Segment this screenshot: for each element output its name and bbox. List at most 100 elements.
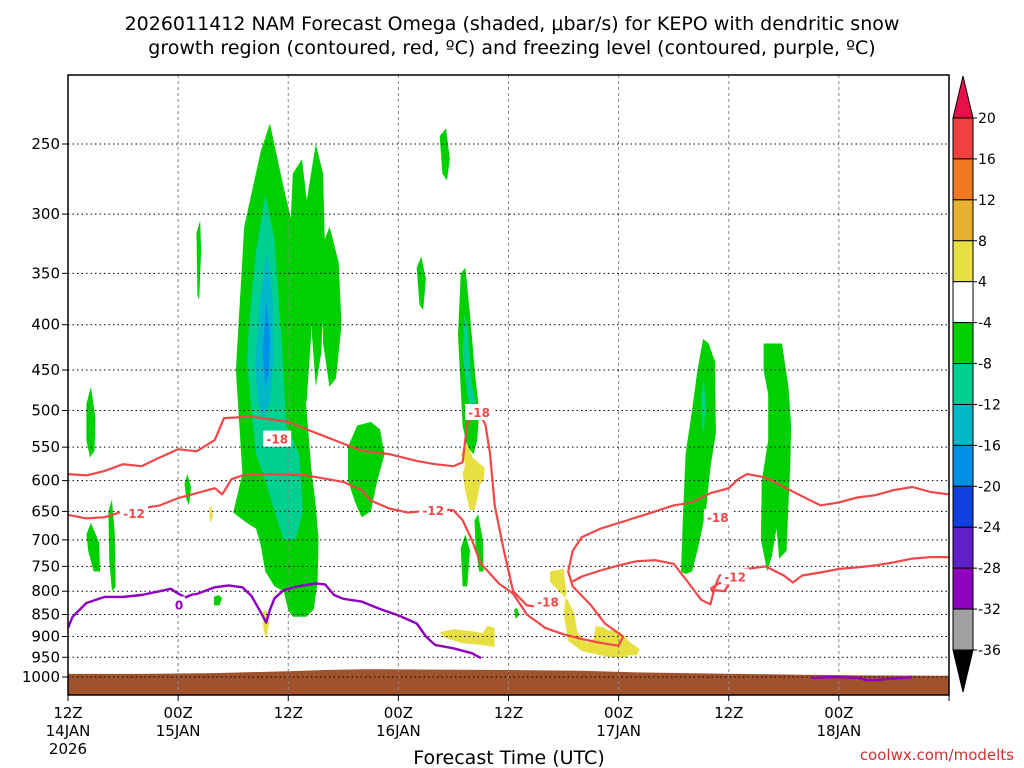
colorbar-bottom-arrow [952,649,974,693]
omega-shade-m4-2 [306,144,325,387]
colorbar-segment-7 [952,403,974,446]
freezing-level-contour-0 [68,582,482,660]
omega-shade-m8-4 [247,194,303,540]
omega-shade-m4-10 [196,220,202,300]
colorbar-segment-9 [952,485,974,528]
contour-label-bg [721,568,750,585]
y-tick-label-350: 350 [31,264,60,282]
y-tick-label-750: 750 [31,557,60,575]
contour-label-bg [703,509,732,526]
y-tick-label-1000: 1000 [22,668,60,686]
contour-label-0: -18 [266,433,288,447]
contour-label-bg [465,404,494,421]
x-tick-label-6: 12Z [714,704,743,722]
colorbar-label-6: -8 [978,357,992,373]
colorbar-label-8: -16 [978,438,1001,454]
colorbar-label-9: -20 [978,479,1001,495]
x-tick-date-3: 16JAN [376,722,421,740]
omega-shade-p4-24 [209,505,213,523]
dgz-contour-1 [68,473,949,647]
omega-shade-m4-9 [108,499,116,592]
x-tick-year-0: 2026 [49,740,87,758]
credit-text: coolwx.com/modelts [860,746,1014,764]
colorbar-label-12: -32 [978,602,1001,618]
colorbar-label-3: 8 [978,234,987,250]
x-axis-label: Forecast Time (UTC) [413,747,604,768]
contour-label-3: -12 [422,504,444,518]
omega-shade-m4-13 [347,421,385,518]
x-tick-label-1: 00Z [163,704,192,722]
omega-shade-m8-17 [462,315,476,415]
colorbar-label-13: -36 [978,643,1001,659]
contour-label-6: -12 [724,571,746,585]
dgz-contour-2 [572,555,949,606]
colorbar-label-4: 4 [978,275,987,291]
y-tick-label-950: 950 [31,648,60,666]
omega-shade-m4-18 [460,534,470,587]
colorbar-label-1: 16 [978,152,996,168]
omega-shade-m16-6 [262,299,270,387]
x-tick-label-0: 12Z [53,704,82,722]
contour-label-7: 0 [175,598,183,612]
y-tick-label-700: 700 [31,531,60,549]
y-tick-label-800: 800 [31,582,60,600]
y-tick-label-850: 850 [31,606,60,624]
contour-label-bg [533,593,562,610]
y-tick-label-900: 900 [31,627,60,645]
omega-shade-m4-12 [213,595,223,606]
colorbar-segment-8 [952,444,974,487]
plot-area: -18 -12 -18 -12 -18 -18 -12 0 [68,75,949,695]
colorbar: 20 16 12 8 4 -4 -8 -12 -16 -20 -24 -28 -32 -36 [952,75,1001,693]
chart-title-line-2: growth region (contoured, red, ºC) and f… [148,37,875,59]
contour-label-1: -12 [123,507,145,521]
omega-shade-m4-21 [681,338,716,574]
x-tick-label-3: 00Z [384,704,413,722]
omega-shade-m4-19 [474,514,484,572]
omega-shade-m8-22 [701,378,706,433]
colorbar-label-2: 12 [978,193,996,209]
freezing-level-contour-1 [811,675,913,682]
omega-shade-m4-1 [288,159,312,403]
colorbar-segment-11 [952,567,974,610]
x-tick-label-5: 00Z [604,704,633,722]
y-tick-label-400: 400 [31,316,60,334]
colorbar-label-5: -4 [978,316,992,332]
colorbar-segment-12 [952,608,974,651]
y-axis-ticks: 250 300 350 400 450 500 550 600 650 700 750 800 850 9… [22,135,68,686]
omega-shade-m4-11 [184,474,191,506]
horizontal-grid-layer [68,143,949,678]
omega-shade-m4-23 [760,343,792,572]
contour-label-bg [263,430,292,447]
contour-label-bg [120,505,149,522]
x-tick-date-0: 14JAN [46,722,91,740]
colorbar-segment-5 [952,322,974,365]
colorbar-label-0: 20 [978,111,996,127]
x-tick-label-4: 12Z [494,704,523,722]
x-tick-label-2: 12Z [274,704,303,722]
y-tick-label-650: 650 [31,502,60,520]
y-tick-label-600: 600 [31,472,60,490]
x-tick-label-7: 00Z [824,704,853,722]
chart-title-line-1: 2026011412 NAM Forecast Omega (shaded, μ… [125,13,900,35]
colorbar-segment-10 [952,526,974,569]
contour-label-bg [173,596,186,613]
omega-shade-m4-7 [86,386,96,458]
contour-label-bg [419,502,448,519]
x-tick-date-1: 15JAN [156,722,201,740]
dgz-contour-0 [68,403,546,609]
y-tick-label-300: 300 [31,205,60,223]
contour-label-5: -18 [707,511,729,525]
colorbar-top-arrow [952,75,974,119]
colorbar-segment-6 [952,363,974,405]
x-tick-date-5: 17JAN [596,722,641,740]
y-tick-label-450: 450 [31,361,60,379]
omega-shade-m4-20 [514,607,520,619]
omega-shade-m4-15 [439,128,450,181]
contour-label-2: -18 [468,406,490,420]
y-tick-label-550: 550 [31,438,60,456]
colorbar-label-10: -24 [978,520,1001,536]
y-tick-label-250: 250 [31,135,60,153]
contour-label-4: -18 [537,596,559,610]
